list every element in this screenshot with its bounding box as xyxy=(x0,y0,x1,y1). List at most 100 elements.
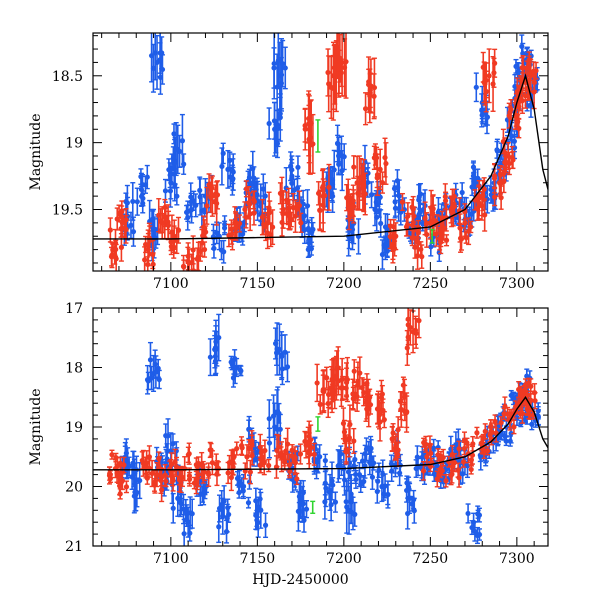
top-red-marker xyxy=(522,93,529,99)
top-blue-marker xyxy=(282,65,288,71)
top-green-point xyxy=(315,119,321,153)
top-red-marker xyxy=(331,65,337,71)
bottom-blue-point xyxy=(343,489,349,514)
bottom-blue-point xyxy=(368,451,374,467)
bottom-blue-marker xyxy=(374,488,380,495)
bottom-blue-point xyxy=(134,477,140,508)
top-blue-marker xyxy=(193,202,199,208)
top-red-point xyxy=(350,184,356,218)
top-red-point xyxy=(390,234,396,264)
top-red-point xyxy=(326,163,332,211)
top-blue-point xyxy=(282,46,288,90)
top-red-marker xyxy=(404,222,411,228)
top-blue-point xyxy=(183,204,190,220)
top-blue-marker xyxy=(144,174,150,180)
bottom-blue-marker xyxy=(152,361,158,367)
top-red-marker xyxy=(492,194,498,200)
top-blue-point xyxy=(230,166,236,191)
bottom-blue-point xyxy=(137,462,143,500)
top-blue-point xyxy=(310,221,316,237)
bottom-blue-marker xyxy=(216,524,222,530)
top-blue-point xyxy=(266,107,272,140)
top-red-marker xyxy=(317,207,323,213)
bottom-blue-marker xyxy=(132,470,138,476)
top-red-point xyxy=(516,118,522,139)
bottom-blue-point xyxy=(363,437,370,462)
bottom-blue-marker xyxy=(266,440,273,446)
bottom-blue-marker xyxy=(356,472,363,478)
top-red-point xyxy=(371,73,377,120)
bottom-blue-marker xyxy=(381,491,387,497)
top-red-marker xyxy=(185,258,191,264)
bottom-blue-point xyxy=(300,489,306,518)
top-blue-marker xyxy=(472,178,478,184)
top-blue-marker xyxy=(138,193,145,199)
top-red-marker xyxy=(399,199,406,205)
top-red-point xyxy=(157,208,164,234)
top-blue-marker xyxy=(295,164,301,170)
top-blue-marker xyxy=(277,111,283,117)
top-red-point xyxy=(194,247,200,271)
top-red-point xyxy=(296,190,302,221)
bottom-blue-marker xyxy=(254,517,260,523)
top-red-marker xyxy=(462,220,468,226)
top-red-point xyxy=(209,177,215,198)
top-red-marker xyxy=(412,244,418,250)
top-red-marker xyxy=(229,231,235,238)
top-red-marker xyxy=(507,109,513,115)
top-red-marker xyxy=(112,252,118,258)
top-blue-marker xyxy=(331,167,337,173)
bottom-blue-marker xyxy=(298,496,304,503)
top-blue-point xyxy=(368,181,375,209)
top-blue-marker xyxy=(173,146,179,152)
top-blue-point xyxy=(391,180,398,197)
bottom-blue-point xyxy=(234,470,241,486)
top-red-marker xyxy=(424,231,430,238)
top-x-tick-label: 7100 xyxy=(153,276,189,292)
top-blue-marker xyxy=(157,57,163,63)
top-red-point xyxy=(142,246,148,271)
top-red-point xyxy=(367,72,373,109)
top-red-point xyxy=(287,199,293,231)
top-red-marker xyxy=(483,77,489,83)
bottom-blue-point xyxy=(405,497,411,530)
top-red-point xyxy=(145,256,151,271)
bottom-blue-point xyxy=(253,500,259,530)
top-blue-point xyxy=(170,146,176,170)
top-red-point xyxy=(358,157,364,198)
bottom-blue-marker xyxy=(322,457,328,464)
top-red-marker xyxy=(374,175,380,181)
top-red-marker xyxy=(157,218,164,224)
top-red-marker xyxy=(145,261,151,268)
top-blue-marker xyxy=(382,224,389,230)
top-blue-marker xyxy=(473,84,479,90)
bottom-blue-marker xyxy=(257,496,263,502)
bottom-blue-marker xyxy=(353,476,359,483)
top-red-marker xyxy=(418,246,424,252)
top-blue-marker xyxy=(310,226,316,233)
top-red-point xyxy=(341,38,348,97)
top-blue-marker xyxy=(519,43,525,50)
top-red-point xyxy=(279,176,285,213)
top-red-marker xyxy=(242,206,248,213)
top-blue-point xyxy=(144,164,150,190)
top-red-point xyxy=(107,217,113,243)
top-red-marker xyxy=(513,112,519,118)
top-red-marker xyxy=(308,120,314,126)
top-red-marker xyxy=(150,261,156,267)
top-blue-marker xyxy=(219,163,225,170)
top-blue-point xyxy=(470,160,477,174)
top-blue-point xyxy=(295,155,301,180)
top-blue-marker xyxy=(470,164,477,170)
top-red-point xyxy=(424,221,430,248)
top-red-point xyxy=(351,155,357,179)
top-red-point xyxy=(486,48,492,104)
top-red-marker xyxy=(118,244,125,250)
top-blue-point xyxy=(331,149,337,190)
bottom-blue-point xyxy=(358,476,364,493)
top-red-marker xyxy=(479,203,485,209)
top-blue-point xyxy=(275,109,281,148)
bottom-blue-marker xyxy=(385,491,391,498)
top-red-point xyxy=(200,226,206,246)
top-ticks xyxy=(93,33,548,271)
